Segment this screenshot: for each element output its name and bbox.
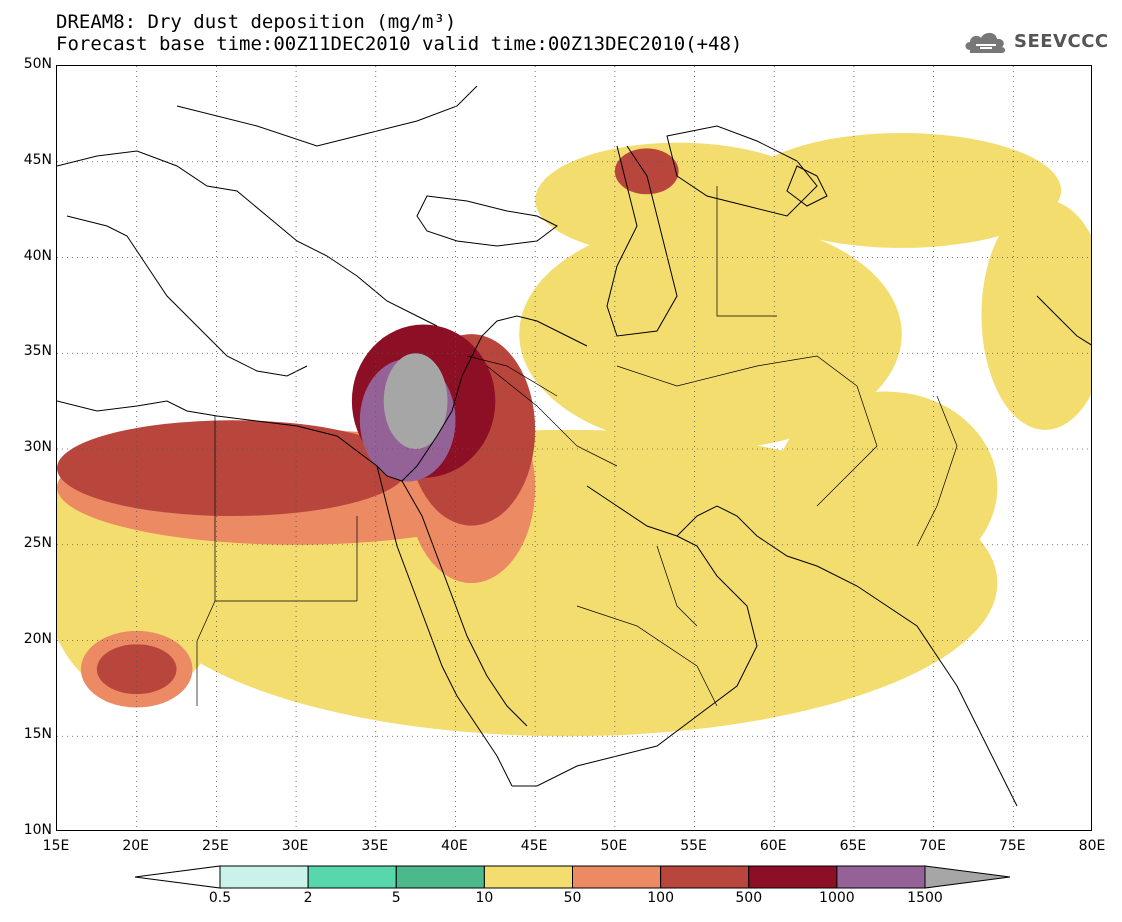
map-canvas [57, 66, 1091, 830]
lon-tick-label: 75E [998, 838, 1026, 854]
colorbar-label: 10 [475, 890, 494, 906]
lon-tick-label: 55E [680, 838, 707, 854]
colorbar-swatch [395, 865, 485, 889]
colorbar-label: 500 [735, 890, 763, 906]
colorbar-over-triangle [924, 865, 1011, 889]
lon-tick-label: 15E [42, 838, 70, 854]
colorbar-swatch [572, 865, 662, 889]
lon-tick-label: 80E [1078, 838, 1106, 854]
lon-tick-label: 65E [839, 838, 867, 854]
dust-area-level-9 [383, 353, 448, 449]
lat-tick-label: 30N [23, 439, 52, 455]
lon-tick-label: 40E [441, 838, 468, 854]
lon-tick-label: 70E [919, 838, 946, 854]
lat-tick-label: 20N [23, 630, 52, 647]
colorbar-label: 100 [647, 890, 674, 906]
lon-tick-label: 25E [202, 838, 229, 854]
lat-tick-label: 40N [23, 247, 52, 264]
colorbar-label: 50 [563, 890, 582, 906]
country-borders [196, 186, 958, 707]
dust-area-level-6 [96, 644, 177, 695]
seevccc-logo: SEEVCCC [962, 26, 1109, 56]
lon-tick-label: 20E [122, 838, 150, 854]
colorbar-label: 1500 [907, 890, 943, 906]
cloud-icon [965, 32, 1006, 54]
colorbar-swatch [836, 865, 926, 889]
dust-area-level-6 [614, 148, 679, 195]
lon-tick-label: 30E [281, 838, 309, 854]
lon-tick-label: 60E [759, 838, 787, 854]
colorbar-label: 2 [303, 890, 313, 906]
coastlines [57, 85, 1091, 807]
chart-subtitle: Forecast base time:00Z11DEC2010 valid ti… [56, 33, 743, 55]
lat-tick-label: 45N [23, 151, 52, 168]
lat-tick-label: 10N [23, 822, 52, 838]
dust-area-level-4 [981, 200, 1091, 430]
colorbar-label: 5 [391, 890, 401, 906]
dust-area-level-6 [57, 420, 408, 517]
colorbar-swatch [307, 865, 397, 889]
chart-title: DREAM8: Dry dust deposition (mg/m³) [56, 11, 457, 33]
colorbar-swatch [748, 865, 838, 889]
lon-tick-label: 35E [361, 838, 389, 854]
lon-tick-label: 45E [520, 838, 548, 854]
dust-deposition-map[interactable] [56, 65, 1092, 831]
logo-text: SEEVCCC [1014, 30, 1109, 52]
colorbar-swatch [483, 865, 573, 889]
dust-area-level-4 [774, 391, 998, 584]
colorbar-under-triangle [134, 865, 221, 889]
lat-tick-label: 25N [23, 534, 52, 551]
dust-layer [57, 133, 1091, 737]
colorbar-swatch [660, 865, 750, 889]
colorbar-label: 1000 [819, 890, 855, 906]
colorbar-label: 0.5 [208, 890, 232, 906]
lat-tick-label: 50N [23, 56, 52, 72]
lon-tick-label: 50E [600, 838, 628, 854]
lat-tick-label: 35N [23, 343, 52, 360]
dust-area-level-4 [535, 142, 823, 258]
lat-tick-label: 15N [23, 726, 52, 743]
colorbar-swatch [219, 865, 309, 889]
